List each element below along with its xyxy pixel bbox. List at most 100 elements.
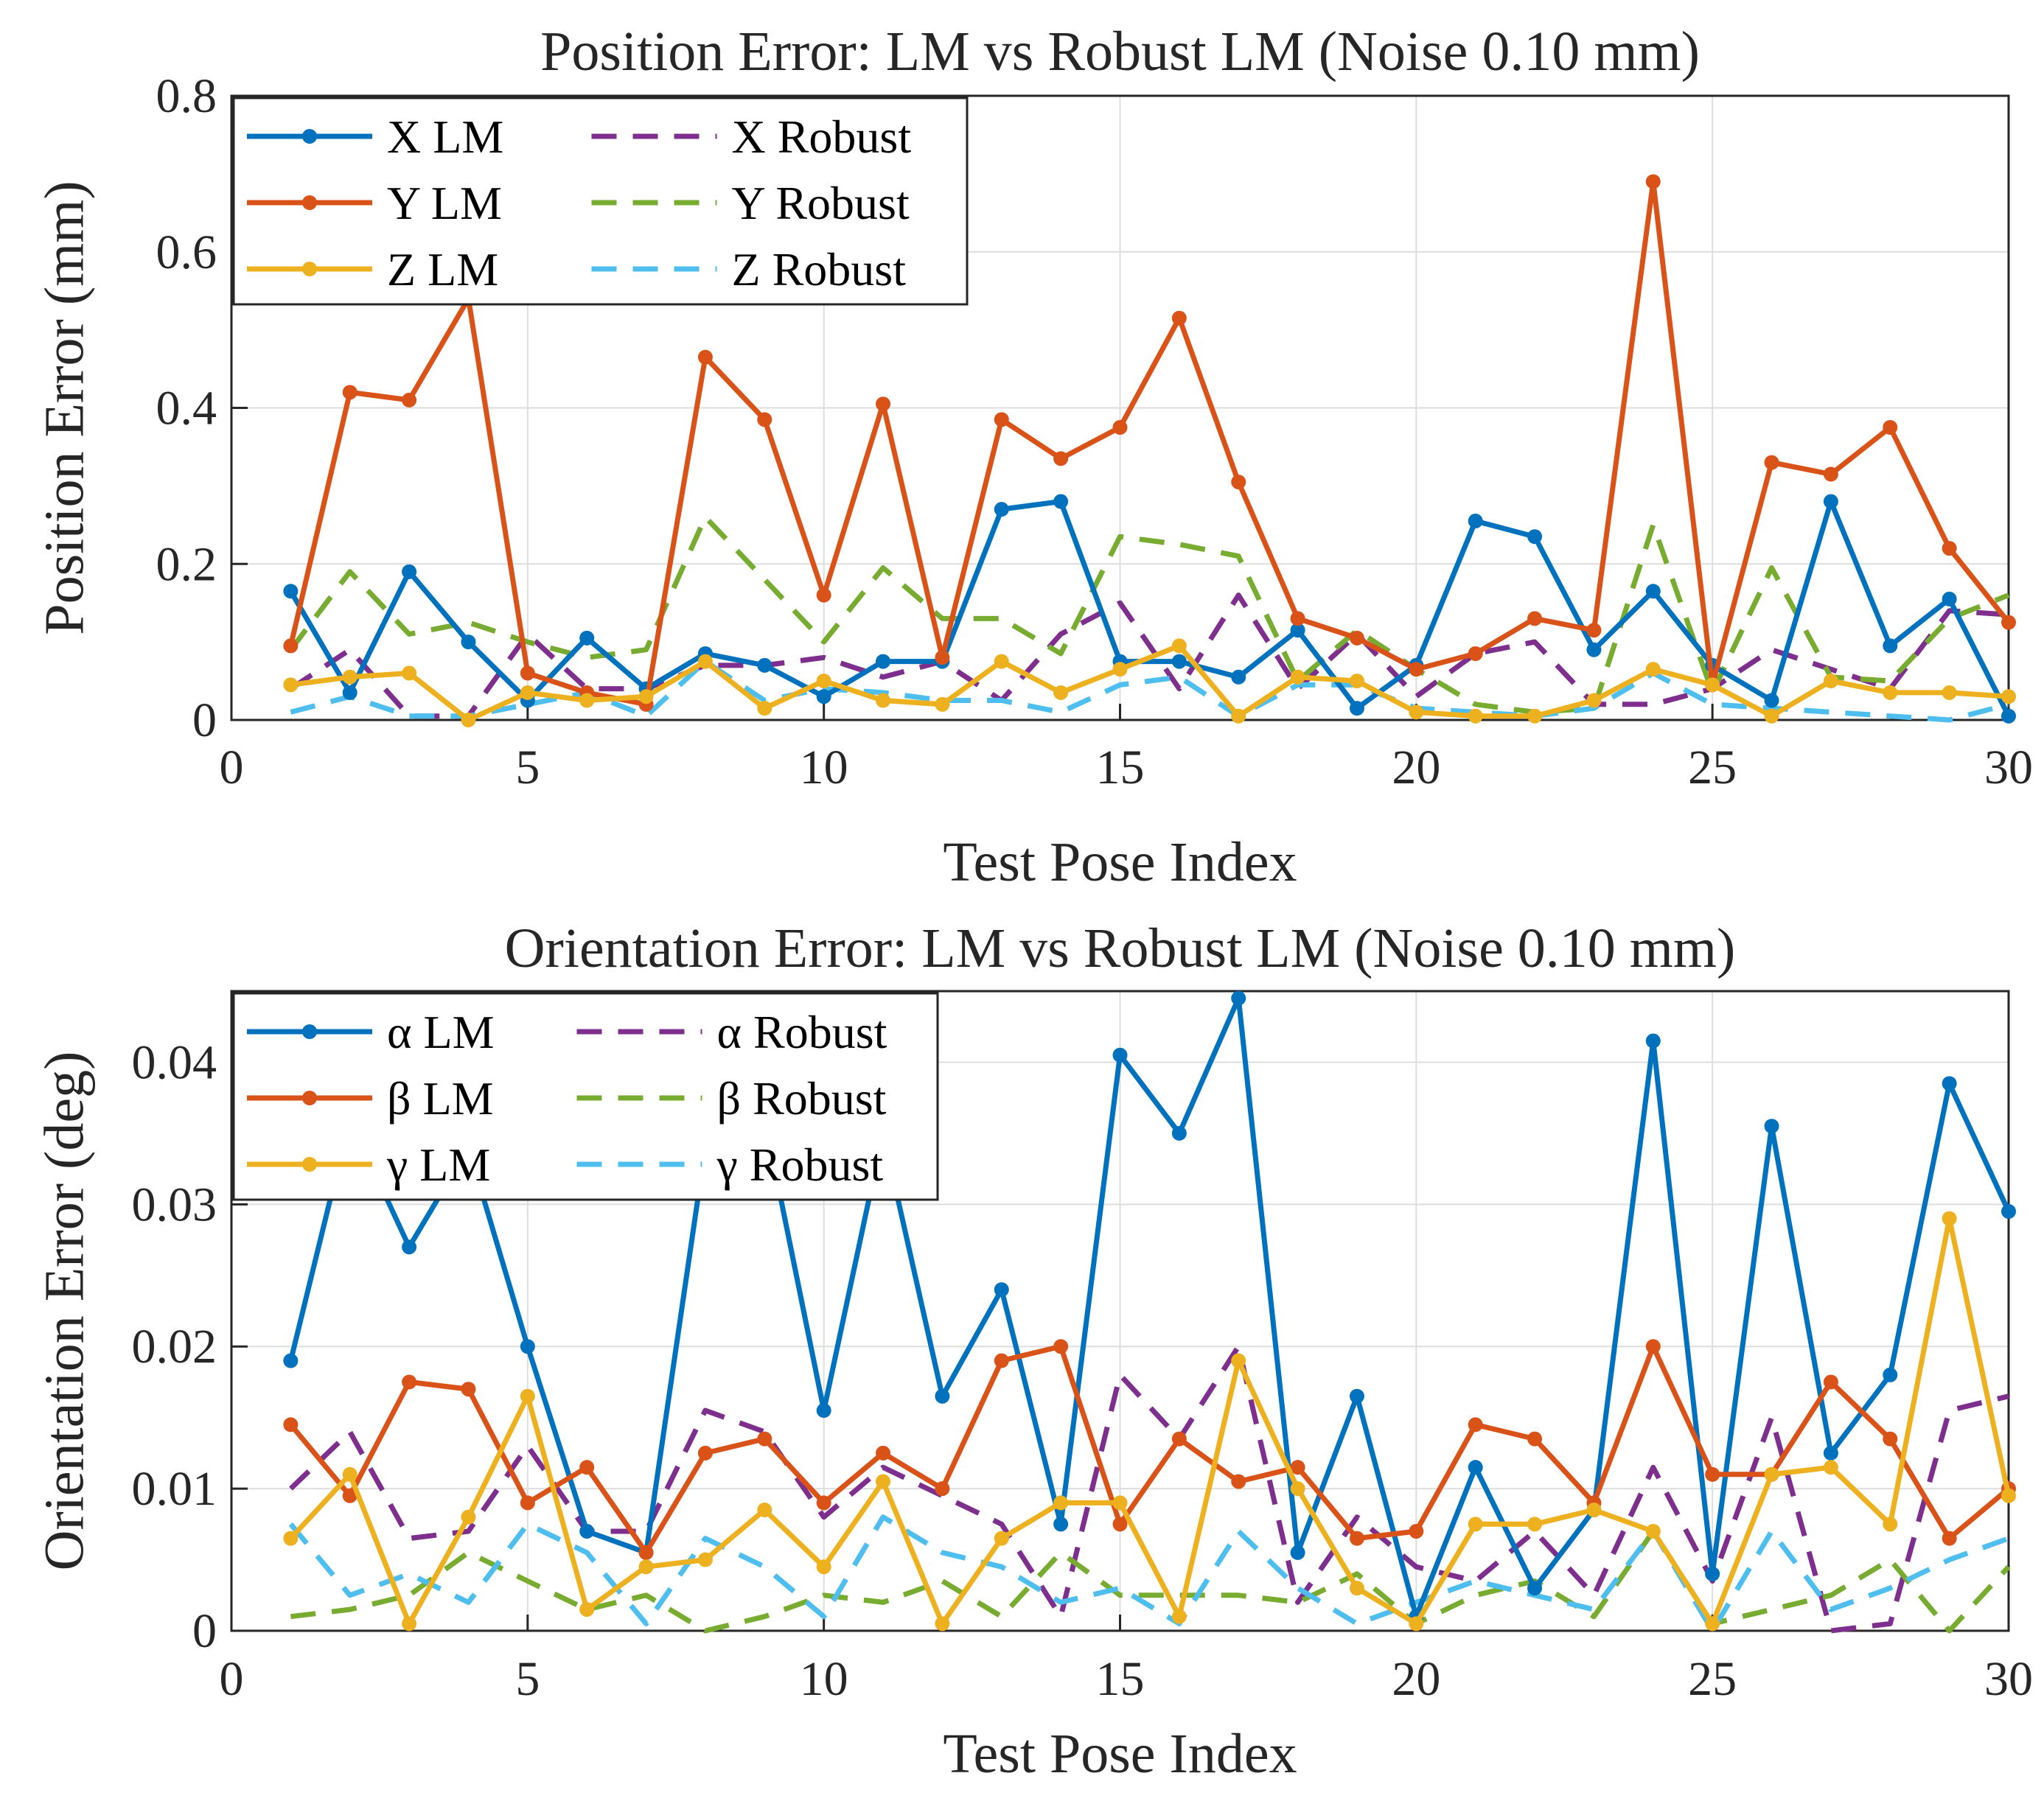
data-point [1468,1417,1483,1433]
data-point [757,701,772,716]
data-point [1112,1517,1128,1532]
data-point [876,1474,891,1489]
data-point [935,1481,950,1497]
legend-marker [302,262,317,276]
data-point [1112,1495,1128,1511]
data-point [1764,455,1779,470]
data-point [1409,1616,1424,1632]
data-point [1883,419,1898,435]
data-point [1705,1616,1720,1632]
data-point [1053,451,1069,466]
data-point [1231,1353,1246,1368]
series-group [283,990,2016,1634]
data-point [757,412,772,427]
data-point [1349,1581,1364,1596]
data-point [520,1339,535,1354]
data-point [2001,689,2016,704]
x-tick-label: 15 [1096,1652,1145,1706]
data-point [520,685,535,700]
data-point [1645,174,1661,189]
data-point [697,1445,713,1461]
data-point [1586,1503,1602,1518]
data-point [1349,674,1364,689]
data-point [1468,1517,1483,1532]
y-axis-ticks: 0 0.2 0.4 0.6 0.8 [156,69,248,747]
data-point [994,654,1009,669]
data-point [1112,419,1128,435]
series-line [288,996,2012,1620]
data-point [994,502,1009,517]
data-point [1645,1523,1661,1539]
data-point [876,693,891,708]
data-point [283,1531,299,1546]
data-point [402,1374,417,1390]
data-point [1231,475,1246,490]
x-tick-label: 20 [1392,1652,1440,1706]
data-point [402,564,417,579]
chart-title: Position Error: LM vs Robust LM (Noise 0… [540,21,1700,83]
legend-label: Z Robust [732,243,907,295]
data-point [283,638,299,654]
data-point [1290,1460,1305,1475]
x-tick-label: 30 [1984,741,2033,794]
data-point [342,669,357,685]
data-point [1823,494,1838,509]
series-line [288,1514,2010,1634]
data-point [1409,704,1424,720]
data-point [1764,693,1779,708]
data-point [2001,1488,2016,1503]
data-point [1883,1431,1898,1447]
legend-label: α Robust [717,1006,887,1058]
data-point [1764,1119,1779,1134]
data-point [342,1488,357,1503]
data-point [935,1388,950,1404]
chart-title: Orientation Error: LM vs Robust LM (Nois… [505,917,1736,979]
x-axis-ticks: 0 5 10 15 20 25 30 [220,704,2033,794]
data-point [1645,1339,1661,1354]
data-point [1586,693,1602,708]
data-point [1883,1367,1898,1382]
data-point [2001,1203,2016,1219]
data-point [1883,638,1898,654]
legend-marker [302,1157,317,1172]
y-axis-label: Position Error (mm) [33,181,95,634]
data-point [1823,1445,1838,1461]
legend: α LM β LM γ LM α Robust β Robust γ Robust [232,992,939,1201]
data-point [342,385,357,400]
data-point [1409,662,1424,677]
data-point [1053,1495,1069,1511]
x-axis-label: Test Pose Index [943,1723,1297,1785]
series-line [287,179,2011,707]
data-point [402,1616,417,1632]
data-point [697,1552,713,1567]
data-point [816,1495,831,1511]
y-tick-label: 0.8 [156,69,217,123]
data-point [1645,584,1661,599]
data-point [2001,615,2016,630]
data-point [1171,638,1187,654]
legend-marker [302,1024,317,1039]
x-tick-label: 0 [220,741,244,794]
data-point [342,1466,357,1482]
data-point [1053,1339,1069,1354]
data-point [638,1559,654,1575]
data-point [1231,990,1246,1006]
data-point [994,1282,1009,1298]
data-point [697,349,713,365]
series-line [288,1343,2009,1634]
data-point [1171,1125,1187,1141]
data-point [1705,1466,1720,1482]
data-point [1171,654,1187,669]
data-point [1705,677,1720,693]
legend-label: α LM [387,1006,495,1058]
series-line [290,1528,2011,1634]
data-point [520,665,535,681]
data-point [579,1523,595,1539]
data-point [1053,685,1069,700]
data-point [1823,674,1838,689]
y-axis-ticks: 0 0.01 0.02 0.03 0.04 [132,1035,248,1658]
data-point [1764,1466,1779,1482]
data-point [283,584,299,599]
data-point [935,696,950,712]
